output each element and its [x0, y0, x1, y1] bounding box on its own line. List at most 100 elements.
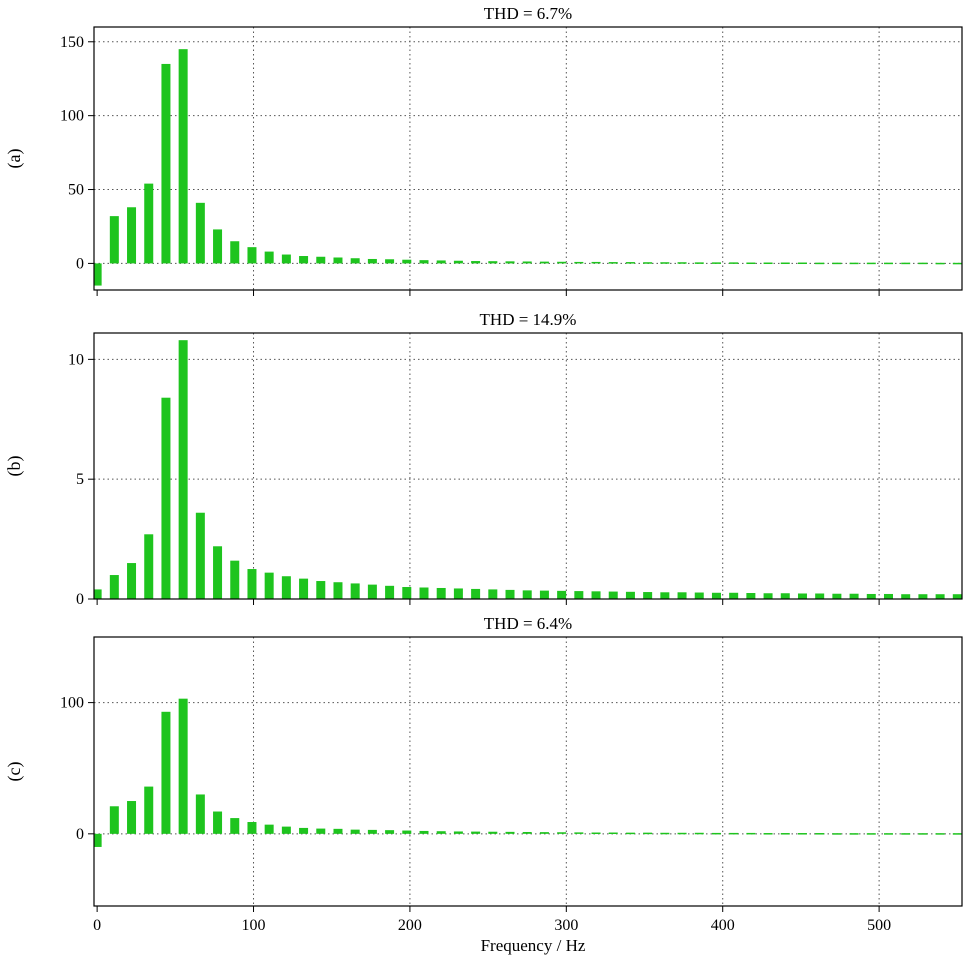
bar [711, 832, 721, 835]
panel-label: (b) [4, 456, 25, 477]
bar [453, 588, 463, 599]
bar [213, 546, 223, 599]
bar [557, 832, 567, 834]
bar [522, 590, 532, 599]
panel-0: 0 50 100 150 THD = 6.7% (a) [4, 4, 963, 296]
bar [436, 587, 446, 599]
bar [195, 202, 205, 264]
bar [419, 587, 429, 599]
bar [763, 593, 773, 599]
bar [952, 262, 962, 265]
bar [109, 806, 119, 834]
bar [367, 829, 377, 834]
bar [677, 262, 687, 264]
bar [557, 261, 567, 264]
bar [746, 262, 756, 265]
bar [333, 257, 343, 264]
bar [299, 827, 309, 834]
bar [402, 587, 412, 599]
bar [729, 262, 739, 264]
bar [471, 831, 481, 834]
panel-label: (a) [4, 149, 25, 169]
bar [333, 828, 343, 834]
bar [557, 590, 567, 599]
bar [316, 828, 326, 834]
bar [608, 832, 618, 835]
bar [299, 256, 309, 264]
bar [643, 832, 653, 835]
y-tick-label: 150 [60, 34, 84, 51]
bar [471, 588, 481, 599]
bar [643, 592, 653, 599]
bar [299, 578, 309, 599]
bar [711, 592, 721, 599]
plot-frame [93, 332, 963, 600]
bar [901, 262, 911, 265]
bar [488, 831, 498, 834]
bar [161, 397, 171, 599]
bar [350, 583, 360, 599]
bar [849, 593, 859, 599]
bar [247, 247, 257, 264]
bar [350, 258, 360, 264]
bar [419, 260, 429, 264]
bar [316, 581, 326, 599]
bar [488, 261, 498, 264]
x-tick-label: 0 [93, 917, 101, 934]
bar [660, 592, 670, 599]
bar [109, 216, 119, 264]
bar [677, 832, 687, 835]
bar [901, 594, 911, 599]
y-tick-label: 0 [76, 826, 84, 843]
bar [453, 831, 463, 834]
bar [815, 833, 825, 835]
bar [436, 260, 446, 264]
panel-2: 0 100 THD = 6.4% (c) [4, 614, 963, 912]
bar [488, 589, 498, 599]
bar [625, 262, 635, 264]
bar [539, 590, 549, 599]
bar [178, 340, 188, 599]
bar [866, 593, 876, 599]
bar [901, 833, 911, 835]
bar [918, 262, 928, 265]
bar [161, 63, 171, 264]
panel-1: 0 5 10 THD = 14.9% (b) [4, 310, 963, 608]
bar [918, 594, 928, 599]
bar [780, 833, 790, 835]
bar [574, 591, 584, 599]
bar [436, 831, 446, 834]
bar [161, 711, 171, 834]
y-tick-label: 100 [60, 108, 84, 125]
x-tick-label: 300 [554, 917, 578, 934]
bar [780, 593, 790, 599]
bar [94, 589, 102, 599]
bar [591, 832, 601, 835]
bar [883, 593, 893, 599]
bar [952, 594, 962, 599]
bar [625, 591, 635, 599]
bar [866, 262, 876, 265]
bar [385, 259, 395, 264]
bar [350, 829, 360, 834]
bar [608, 262, 618, 264]
bar [505, 589, 515, 599]
bar [144, 183, 154, 264]
bar [264, 251, 274, 264]
bar [144, 534, 154, 599]
bar [505, 261, 515, 264]
bar [195, 794, 205, 834]
bar [694, 832, 704, 835]
panel-title: THD = 6.4% [484, 614, 572, 633]
bar [660, 262, 670, 264]
panel-title: THD = 6.7% [484, 4, 572, 23]
bar [625, 832, 635, 835]
bar [574, 261, 584, 264]
bar [763, 833, 773, 835]
bar [281, 826, 291, 834]
bar [643, 262, 653, 264]
bar [195, 512, 205, 599]
y-tick-label: 50 [68, 182, 84, 199]
bar [471, 261, 481, 264]
